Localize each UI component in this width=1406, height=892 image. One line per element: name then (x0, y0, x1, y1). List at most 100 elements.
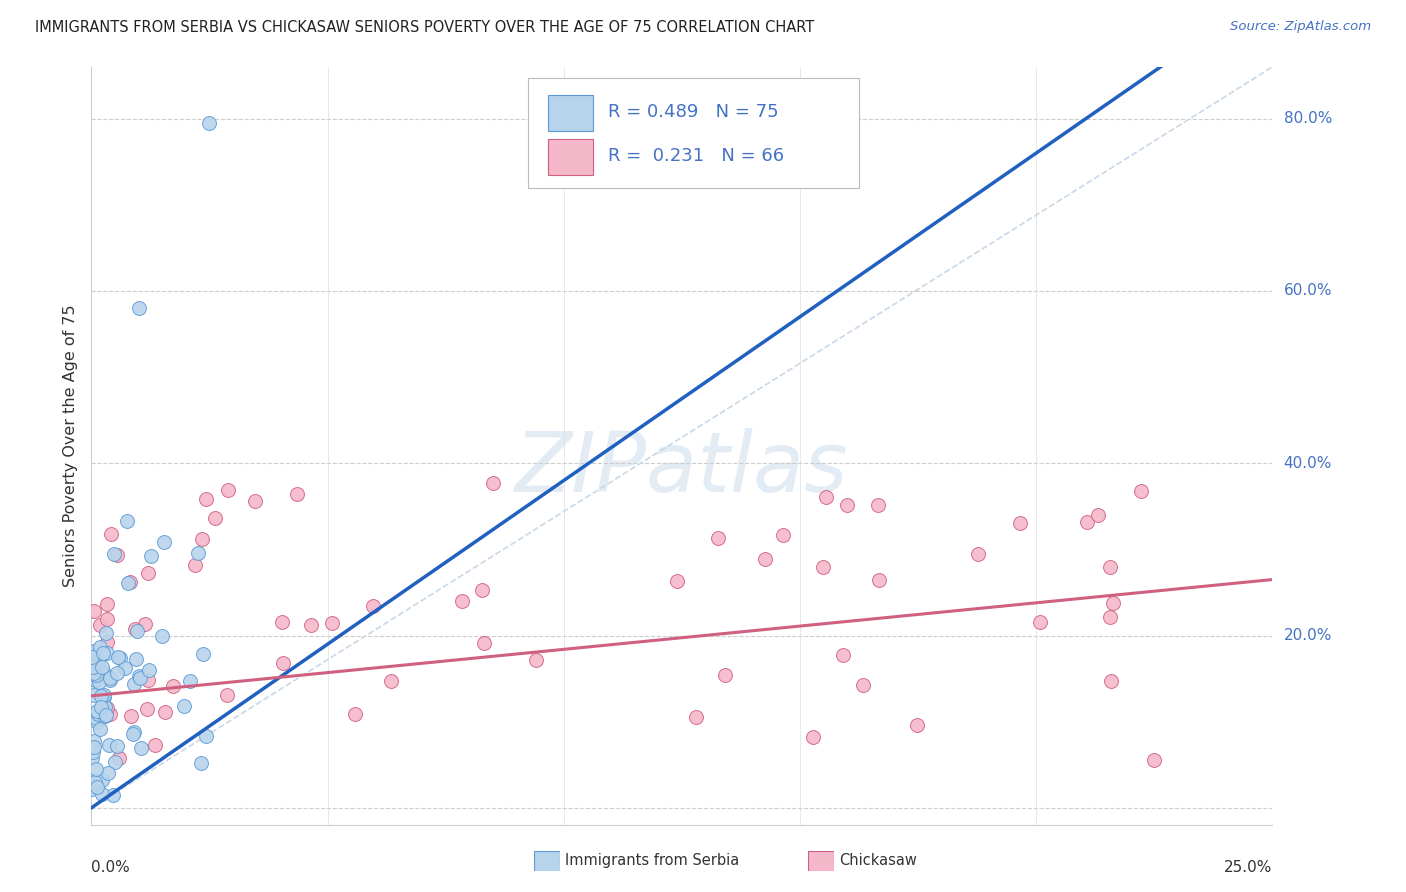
Point (120, 709, 142, 723)
Point (103, 788, 125, 802)
Point (86, 780, 108, 794)
Point (852, 678, 875, 692)
Point (831, 648, 853, 663)
Point (835, 498, 858, 512)
Point (96, 646, 118, 660)
Text: 40.0%: 40.0% (1284, 456, 1331, 471)
Point (103, 547, 125, 561)
Point (150, 629, 173, 643)
Point (89, 723, 111, 737)
Point (83, 688, 105, 702)
Point (380, 674, 402, 689)
Point (117, 576, 139, 591)
Text: 0.0%: 0.0% (91, 860, 131, 874)
Point (93, 709, 115, 723)
Point (89, 618, 111, 632)
Text: Immigrants from Serbia: Immigrants from Serbia (565, 854, 740, 868)
Point (665, 574, 688, 589)
Point (143, 738, 166, 752)
Point (868, 573, 890, 587)
Point (321, 616, 343, 631)
Point (179, 674, 201, 689)
Point (98, 673, 121, 687)
Point (90, 689, 112, 703)
Point (93, 665, 115, 680)
Point (129, 671, 152, 685)
Point (122, 725, 145, 739)
Point (115, 514, 138, 528)
Point (91, 646, 114, 660)
Text: ZIPatlas: ZIPatlas (515, 428, 849, 509)
Point (482, 476, 505, 491)
Point (128, 668, 150, 682)
Point (98, 671, 121, 685)
Point (82, 660, 104, 674)
Point (1029, 615, 1052, 629)
Point (83, 666, 105, 681)
Point (84, 711, 107, 725)
Point (772, 527, 794, 541)
Point (98, 706, 121, 721)
Point (108, 651, 131, 665)
Point (866, 498, 889, 512)
Point (285, 486, 308, 500)
Point (1098, 560, 1121, 574)
Point (190, 756, 212, 770)
Point (82, 745, 104, 759)
Point (801, 730, 824, 744)
Point (96, 635, 118, 649)
Point (1076, 515, 1098, 529)
Point (83, 733, 105, 747)
Point (191, 648, 214, 662)
Point (86, 714, 108, 729)
Point (472, 636, 495, 650)
Point (134, 617, 156, 632)
Point (100, 527, 122, 541)
Point (271, 656, 294, 670)
Point (299, 617, 322, 632)
Point (215, 688, 238, 702)
Point (1102, 596, 1125, 610)
Point (90, 787, 112, 801)
Point (82, 773, 104, 788)
Point (184, 558, 207, 572)
Point (90, 700, 112, 714)
Point (471, 582, 494, 597)
Point (93, 690, 115, 705)
Point (97, 738, 120, 752)
Point (96, 612, 118, 626)
Point (685, 709, 707, 723)
Point (94, 625, 117, 640)
Point (82, 649, 104, 664)
Point (162, 679, 184, 693)
Point (707, 531, 730, 545)
Point (83, 604, 105, 618)
Point (129, 741, 152, 756)
Point (124, 622, 146, 636)
Point (122, 727, 145, 741)
Text: IMMIGRANTS FROM SERBIA VS CHICKASAW SENIORS POVERTY OVER THE AGE OF 75 CORRELATI: IMMIGRANTS FROM SERBIA VS CHICKASAW SENI… (35, 20, 814, 35)
Point (105, 739, 128, 753)
Point (754, 552, 776, 566)
Point (361, 599, 384, 614)
Point (108, 751, 131, 765)
Text: Chickasaw: Chickasaw (839, 854, 917, 868)
Point (89, 675, 111, 690)
Point (94, 708, 117, 723)
Text: 20.0%: 20.0% (1284, 628, 1331, 643)
Point (83, 774, 105, 789)
Point (138, 663, 160, 677)
Point (83, 780, 105, 794)
Point (83, 647, 105, 661)
Bar (548, 139, 593, 176)
Point (97, 765, 120, 780)
Point (524, 652, 547, 666)
Point (87, 658, 110, 673)
Point (135, 702, 157, 716)
Point (122, 676, 145, 690)
Point (84, 667, 107, 681)
Point (83, 643, 105, 657)
Point (84, 762, 107, 776)
Text: R = 0.489   N = 75: R = 0.489 N = 75 (607, 103, 778, 121)
Point (714, 667, 737, 681)
